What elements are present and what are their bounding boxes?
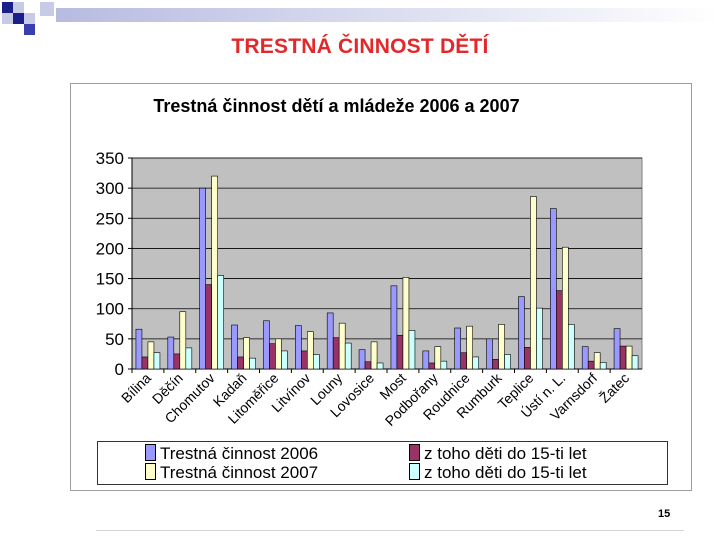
bar-kids-2007: [249, 357, 256, 370]
bar-2006: [199, 187, 206, 370]
bar-kids-2007: [599, 362, 607, 370]
bar-kids-2007: [376, 362, 384, 370]
legend-label-kids-2007: z toho děti do 15-ti let: [424, 463, 587, 482]
bar-kids-2006: [396, 334, 404, 370]
bar-kids-2007: [408, 330, 416, 370]
slide-title: TRESTNÁ ČINNOST DĚTÍ: [231, 35, 489, 58]
legend-item-kids-2006: z toho děti do 15-ti let: [409, 444, 587, 464]
legend-item-2007: Trestná činnost 2007: [145, 463, 318, 483]
decor-square: [40, 2, 54, 16]
y-tick-label: 250: [96, 209, 124, 228]
bar-2007: [370, 341, 378, 370]
legend-label-2007: Trestná činnost 2007: [160, 463, 319, 482]
x-tick-label: Žatec: [596, 370, 632, 406]
bar-2006: [613, 328, 621, 370]
bar-2006: [486, 338, 493, 370]
decor-square: [24, 24, 35, 35]
bar-2007: [402, 277, 410, 370]
bar-kids-2006: [237, 356, 244, 370]
legend-label-2006: Trestná činnost 2006: [160, 444, 319, 463]
bar-2006: [422, 350, 430, 370]
bar-kids-2007: [472, 356, 479, 370]
bar-2006: [263, 320, 270, 370]
legend-swatch-kids-2006: [409, 444, 420, 461]
bar-kids-2006: [332, 337, 340, 370]
bar-2007: [434, 346, 442, 370]
bar-kids-2007: [344, 342, 352, 370]
chart-title: Trestná činnost dětí a mládeže 2006 a 20…: [153, 96, 520, 116]
bar-2007: [593, 352, 601, 370]
bar-kids-2006: [269, 343, 276, 370]
bar-kids-2007: [185, 347, 193, 370]
decor-square: [24, 13, 35, 24]
bar-2007: [625, 345, 633, 370]
bar-kids-2006: [619, 345, 627, 370]
bar-2007: [338, 322, 346, 370]
y-tick-label: 300: [96, 179, 124, 198]
bar-2007: [466, 325, 473, 370]
y-tick-label: 0: [115, 360, 124, 379]
bar-2006: [231, 324, 238, 370]
bar-kids-2007: [631, 355, 639, 370]
y-tick-label: 350: [96, 149, 124, 168]
chart-legend: Trestná činnost 2006 Trestná činnost 200…: [97, 441, 668, 485]
bar-kids-2007: [313, 354, 320, 370]
legend-label-kids-2006: z toho děti do 15-ti let: [424, 444, 587, 463]
bar-2006: [550, 208, 557, 370]
bar-2007: [498, 324, 505, 370]
bar-kids-2007: [281, 350, 288, 370]
decor-square: [2, 13, 13, 24]
y-tick-label: 50: [105, 330, 124, 349]
legend-item-2006: Trestná činnost 2006: [145, 444, 318, 464]
bar-kids-2007: [536, 307, 543, 370]
bar-kids-2006: [556, 290, 563, 370]
bar-2006: [390, 285, 398, 370]
y-tick-label: 200: [96, 239, 124, 258]
legend-item-kids-2007: z toho děti do 15-ti let: [409, 463, 587, 483]
bar-2007: [530, 196, 537, 370]
bar-2006: [135, 328, 143, 370]
bar-2006: [295, 325, 302, 370]
bar-2006: [581, 346, 589, 370]
decor-gradient-bar: [56, 8, 720, 22]
bar-kids-2006: [173, 353, 181, 370]
bar-kids-2006: [205, 284, 212, 370]
bar-kids-2007: [504, 354, 511, 370]
bar-2007: [243, 337, 250, 370]
bar-kids-2006: [492, 359, 499, 370]
bar-2007: [275, 338, 282, 370]
footer-line: [96, 530, 684, 531]
bar-2006: [518, 296, 525, 370]
decor-square: [13, 13, 24, 24]
y-tick-label: 100: [96, 300, 124, 319]
bar-kids-2006: [428, 362, 436, 370]
bar-2006: [358, 349, 366, 370]
bar-2006: [167, 336, 175, 370]
bar-kids-2007: [440, 360, 448, 370]
bar-kids-2007: [153, 352, 161, 370]
decor-square: [13, 2, 24, 13]
page-number: 15: [658, 508, 671, 520]
bar-2006: [326, 312, 334, 370]
bar-2006: [454, 327, 461, 370]
bar-kids-2006: [141, 356, 149, 370]
bar-2007: [562, 246, 569, 370]
y-tick-label: 150: [96, 270, 124, 289]
bar-kids-2006: [364, 361, 372, 370]
bar-kids-2006: [587, 360, 595, 370]
bar-2007: [147, 341, 155, 370]
legend-swatch-kids-2007: [409, 463, 420, 480]
bar-2007: [307, 331, 314, 370]
bar-2007: [211, 175, 218, 370]
legend-swatch-2006: [145, 444, 156, 461]
bar-kids-2006: [524, 346, 531, 370]
bar-kids-2006: [460, 352, 467, 370]
bar-kids-2006: [301, 350, 308, 370]
bar-kids-2007: [568, 324, 575, 370]
bar-2007: [179, 311, 187, 370]
decor-square: [2, 2, 13, 13]
bar-kids-2007: [217, 275, 224, 370]
legend-swatch-2007: [145, 463, 156, 480]
